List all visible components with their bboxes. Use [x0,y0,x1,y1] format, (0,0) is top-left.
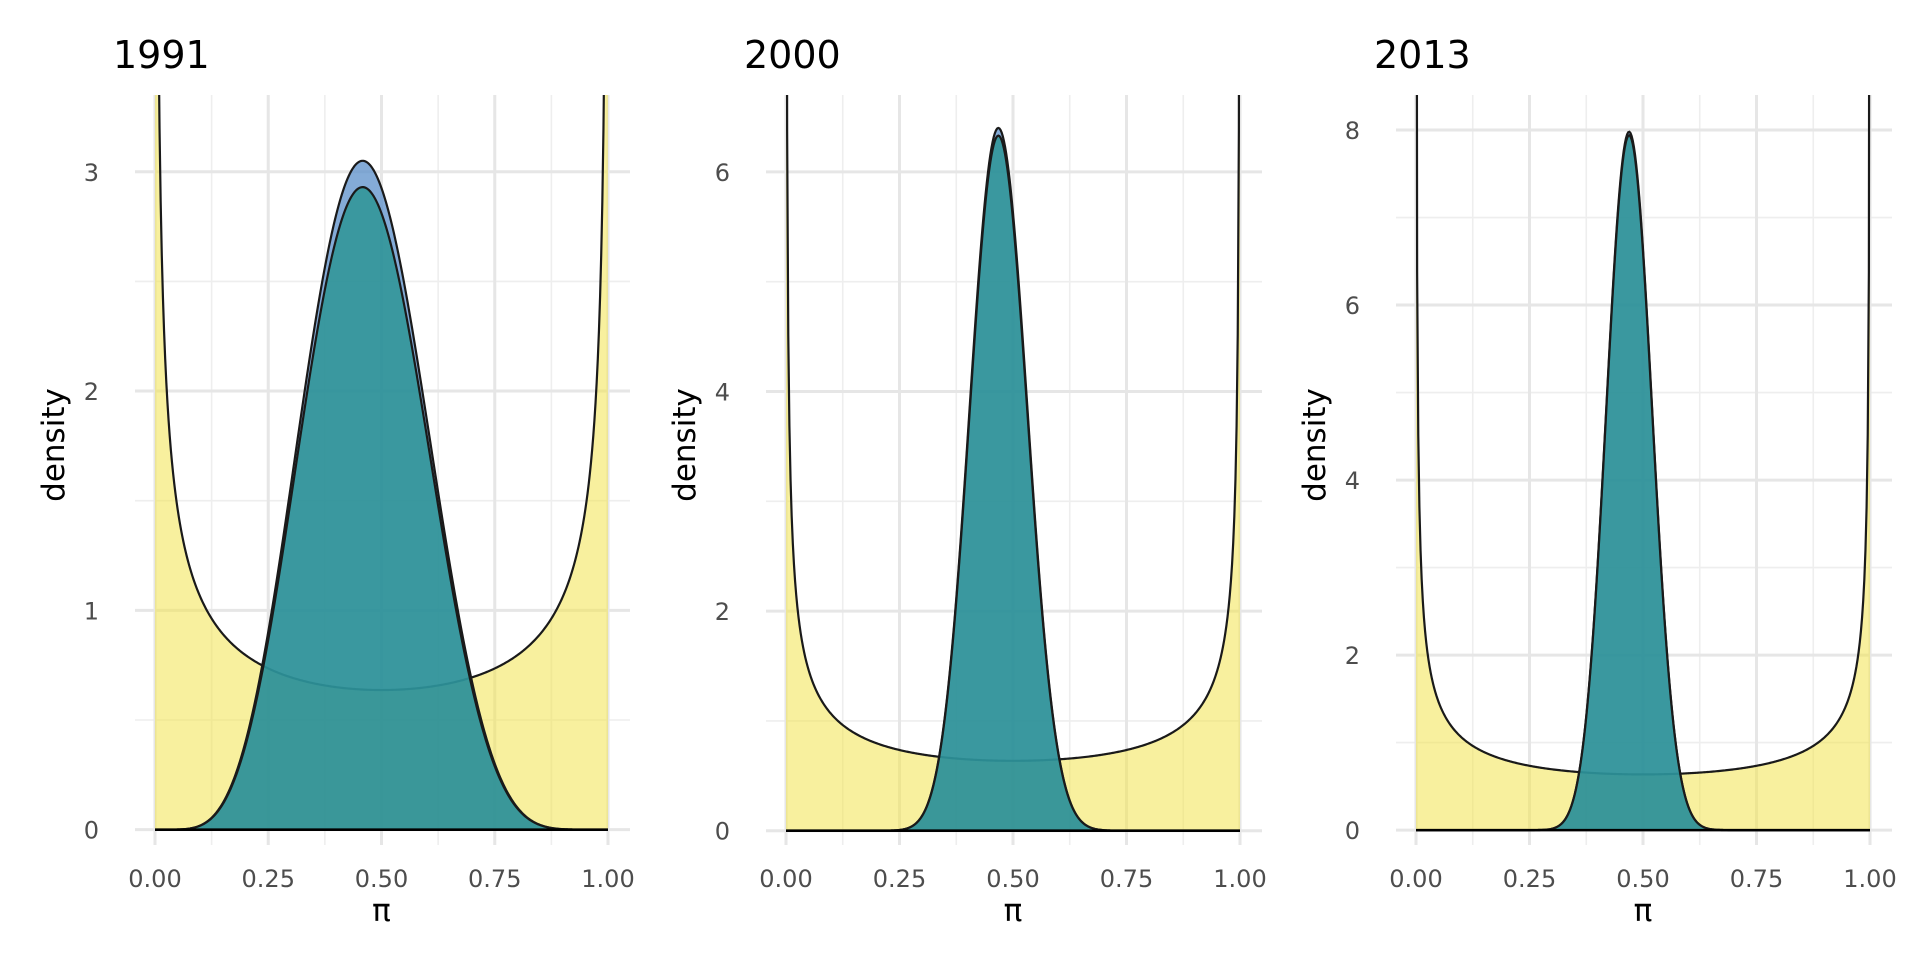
x-tick-label: 0.25 [1503,865,1556,893]
y-tick-label: 6 [1345,292,1360,320]
y-tick-label: 8 [1345,117,1360,145]
density-curves [785,95,1241,833]
panel-2000: 2000 0.00 0.25 0.50 0.75 1.00 0 2 4 6 π density [667,33,1267,929]
x-tick-label: 0.00 [759,865,812,893]
x-tick-label: 0.50 [355,865,408,893]
x-tick-label: 1.00 [581,865,634,893]
y-axis-label: density [1297,388,1333,502]
y-tick-label: 1 [84,597,99,625]
y-tick-label: 2 [715,598,730,626]
posterior-area [1416,135,1870,831]
x-tick-label: 0.50 [1616,865,1669,893]
y-tick-label: 3 [84,159,99,187]
panel-title: 2013 [1374,33,1471,77]
x-tick-label: 0.75 [1730,865,1783,893]
x-tick-label: 1.00 [1843,865,1896,893]
y-tick-label: 6 [715,159,730,187]
x-tick-label: 0.25 [242,865,295,893]
x-tick-label: 0.25 [873,865,926,893]
posterior-area [786,135,1240,831]
y-tick-label: 0 [84,817,99,845]
x-axis-label: π [372,893,391,929]
prior-area [786,95,1240,831]
panel-title: 2000 [744,33,841,77]
y-axis-label: density [667,388,703,502]
x-tick-label: 0.75 [1100,865,1153,893]
y-axis-label: density [36,388,72,502]
panel-title: 1991 [113,33,210,77]
x-tick-label: 1.00 [1213,865,1266,893]
y-tick-label: 4 [715,378,730,406]
density-curves [155,95,608,831]
posterior-curve [155,186,608,831]
x-tick-label: 0.00 [1389,865,1442,893]
y-tick-label: 0 [715,818,730,846]
prior-area [1416,95,1870,831]
y-tick-label: 2 [84,378,99,406]
x-tick-label: 0.00 [128,865,181,893]
y-tick-label: 2 [1345,642,1360,670]
x-tick-label: 0.50 [986,865,1039,893]
panel-2013: 2013 0.00 0.25 0.50 0.75 1.00 0 2 4 6 8 π density [1297,33,1897,929]
density-curves [1415,95,1871,832]
y-tick-label: 4 [1345,467,1360,495]
prior-area [155,95,608,830]
x-axis-label: π [1634,893,1653,929]
y-tick-label: 0 [1345,817,1360,845]
panel-1991: 1991 0.00 0.25 0.50 0.75 1.00 0 1 2 3 π density [36,33,635,929]
posterior-area [155,187,608,830]
gridlines [766,95,1262,845]
x-axis-label: π [1004,893,1023,929]
x-tick-label: 0.75 [468,865,521,893]
